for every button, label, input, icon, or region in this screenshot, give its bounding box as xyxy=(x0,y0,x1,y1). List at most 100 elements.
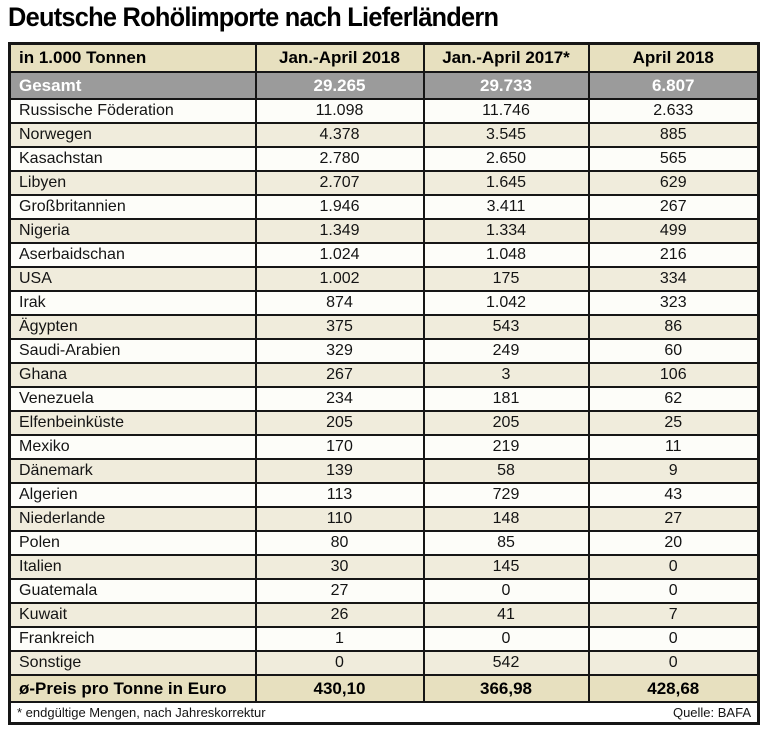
value-cell-jan-april-2018: 2.707 xyxy=(254,170,425,196)
value-cell-jan-april-2018: 0 xyxy=(254,650,425,676)
price-value-jan-april-2018: 430,10 xyxy=(254,674,425,703)
imports-table: in 1.000 Tonnen Jan.-April 2018 Jan.-Apr… xyxy=(8,42,760,725)
table-row: Libyen 2.707 1.645 629 xyxy=(8,170,760,196)
country-cell: Aserbaidschan xyxy=(8,242,257,268)
value-cell-april-2018: 0 xyxy=(587,650,760,676)
country-cell: Norwegen xyxy=(8,122,257,148)
column-header-jan-april-2018: Jan.-April 2018 xyxy=(254,42,425,73)
value-cell-jan-april-2018: 139 xyxy=(254,458,425,484)
value-cell-jan-april-2018: 375 xyxy=(254,314,425,340)
country-cell: Niederlande xyxy=(8,506,257,532)
column-header-unit: in 1.000 Tonnen xyxy=(8,42,257,73)
page-title: Deutsche Rohölimporte nach Lieferländern xyxy=(8,2,499,32)
table-row: Dänemark 139 58 9 xyxy=(8,458,760,484)
table-row: Ägypten 375 543 86 xyxy=(8,314,760,340)
value-cell-jan-april-2018: 234 xyxy=(254,386,425,412)
value-cell-jan-april-2017: 41 xyxy=(422,602,590,628)
value-cell-april-2018: 86 xyxy=(587,314,760,340)
value-cell-jan-april-2017: 249 xyxy=(422,338,590,364)
value-cell-jan-april-2018: 4.378 xyxy=(254,122,425,148)
price-row: ø-Preis pro Tonne in Euro 430,10 366,98 … xyxy=(8,674,760,703)
total-value-april-2018: 6.807 xyxy=(587,71,760,100)
value-cell-april-2018: 43 xyxy=(587,482,760,508)
value-cell-jan-april-2017: 0 xyxy=(422,578,590,604)
value-cell-jan-april-2017: 543 xyxy=(422,314,590,340)
country-cell: Elfenbeinküste xyxy=(8,410,257,436)
country-rows: Gesamt 29.265 29.733 6.807 Russische Föd… xyxy=(8,71,760,676)
value-cell-jan-april-2018: 27 xyxy=(254,578,425,604)
value-cell-april-2018: 0 xyxy=(587,578,760,604)
total-value-jan-april-2017: 29.733 xyxy=(422,71,590,100)
value-cell-jan-april-2017: 729 xyxy=(422,482,590,508)
table-row: Algerien 113 729 43 xyxy=(8,482,760,508)
value-cell-jan-april-2017: 175 xyxy=(422,266,590,292)
value-cell-jan-april-2017: 85 xyxy=(422,530,590,556)
table-row: Irak 874 1.042 323 xyxy=(8,290,760,316)
value-cell-jan-april-2017: 2.650 xyxy=(422,146,590,172)
value-cell-jan-april-2017: 1.334 xyxy=(422,218,590,244)
column-header-jan-april-2017: Jan.-April 2017* xyxy=(422,42,590,73)
value-cell-jan-april-2017: 3.545 xyxy=(422,122,590,148)
price-label: ø-Preis pro Tonne in Euro xyxy=(8,674,257,703)
table-row: Niederlande 110 148 27 xyxy=(8,506,760,532)
country-cell: Kuwait xyxy=(8,602,257,628)
country-cell: Venezuela xyxy=(8,386,257,412)
country-cell: Ghana xyxy=(8,362,257,388)
table-row: Kuwait 26 41 7 xyxy=(8,602,760,628)
country-cell: Mexiko xyxy=(8,434,257,460)
value-cell-jan-april-2018: 205 xyxy=(254,410,425,436)
value-cell-jan-april-2018: 329 xyxy=(254,338,425,364)
value-cell-jan-april-2017: 205 xyxy=(422,410,590,436)
country-cell: Saudi-Arabien xyxy=(8,338,257,364)
value-cell-april-2018: 267 xyxy=(587,194,760,220)
value-cell-april-2018: 323 xyxy=(587,290,760,316)
footnote-row: * endgültige Mengen, nach Jahreskorrektu… xyxy=(8,701,760,725)
country-cell: Algerien xyxy=(8,482,257,508)
value-cell-jan-april-2017: 1.645 xyxy=(422,170,590,196)
value-cell-april-2018: 565 xyxy=(587,146,760,172)
table-row: Polen 80 85 20 xyxy=(8,530,760,556)
table-row: Norwegen 4.378 3.545 885 xyxy=(8,122,760,148)
value-cell-jan-april-2018: 113 xyxy=(254,482,425,508)
value-cell-april-2018: 2.633 xyxy=(587,98,760,124)
value-cell-april-2018: 20 xyxy=(587,530,760,556)
price-value-april-2018: 428,68 xyxy=(587,674,760,703)
value-cell-april-2018: 60 xyxy=(587,338,760,364)
total-value-jan-april-2018: 29.265 xyxy=(254,71,425,100)
value-cell-jan-april-2017: 542 xyxy=(422,650,590,676)
value-cell-jan-april-2017: 0 xyxy=(422,626,590,652)
table-row: Venezuela 234 181 62 xyxy=(8,386,760,412)
value-cell-april-2018: 334 xyxy=(587,266,760,292)
country-cell: Guatemala xyxy=(8,578,257,604)
price-value-jan-april-2017: 366,98 xyxy=(422,674,590,703)
country-cell: Nigeria xyxy=(8,218,257,244)
country-cell: Ägypten xyxy=(8,314,257,340)
table-row: Guatemala 27 0 0 xyxy=(8,578,760,604)
value-cell-jan-april-2017: 3.411 xyxy=(422,194,590,220)
value-cell-jan-april-2018: 1.024 xyxy=(254,242,425,268)
value-cell-jan-april-2017: 3 xyxy=(422,362,590,388)
value-cell-april-2018: 499 xyxy=(587,218,760,244)
value-cell-jan-april-2017: 11.746 xyxy=(422,98,590,124)
value-cell-jan-april-2018: 30 xyxy=(254,554,425,580)
value-cell-jan-april-2018: 1.946 xyxy=(254,194,425,220)
value-cell-jan-april-2018: 11.098 xyxy=(254,98,425,124)
value-cell-april-2018: 885 xyxy=(587,122,760,148)
table-row: Nigeria 1.349 1.334 499 xyxy=(8,218,760,244)
value-cell-jan-april-2017: 148 xyxy=(422,506,590,532)
country-cell: Großbritannien xyxy=(8,194,257,220)
value-cell-jan-april-2017: 181 xyxy=(422,386,590,412)
value-cell-april-2018: 0 xyxy=(587,554,760,580)
table-row: Ghana 267 3 106 xyxy=(8,362,760,388)
country-cell: Russische Föderation xyxy=(8,98,257,124)
table-row: Aserbaidschan 1.024 1.048 216 xyxy=(8,242,760,268)
table-row: Russische Föderation 11.098 11.746 2.633 xyxy=(8,98,760,124)
value-cell-jan-april-2018: 80 xyxy=(254,530,425,556)
country-cell: USA xyxy=(8,266,257,292)
column-header-april-2018: April 2018 xyxy=(587,42,760,73)
value-cell-jan-april-2018: 874 xyxy=(254,290,425,316)
value-cell-jan-april-2018: 2.780 xyxy=(254,146,425,172)
value-cell-april-2018: 62 xyxy=(587,386,760,412)
country-cell: Italien xyxy=(8,554,257,580)
value-cell-april-2018: 106 xyxy=(587,362,760,388)
